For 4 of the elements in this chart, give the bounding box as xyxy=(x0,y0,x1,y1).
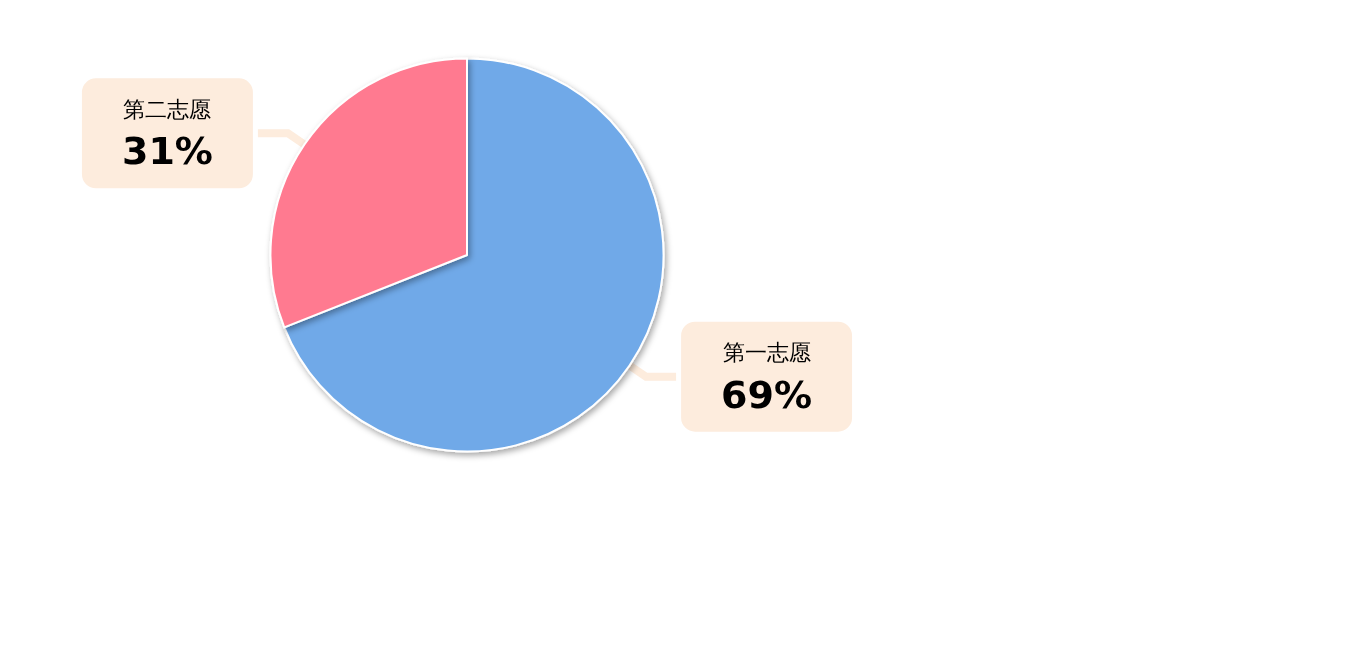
slice-label: 第一志愿 xyxy=(722,340,811,366)
slice-label: 第二志愿 xyxy=(123,96,212,122)
data-label: 31% xyxy=(121,129,213,174)
data-label: 69% xyxy=(721,372,813,417)
